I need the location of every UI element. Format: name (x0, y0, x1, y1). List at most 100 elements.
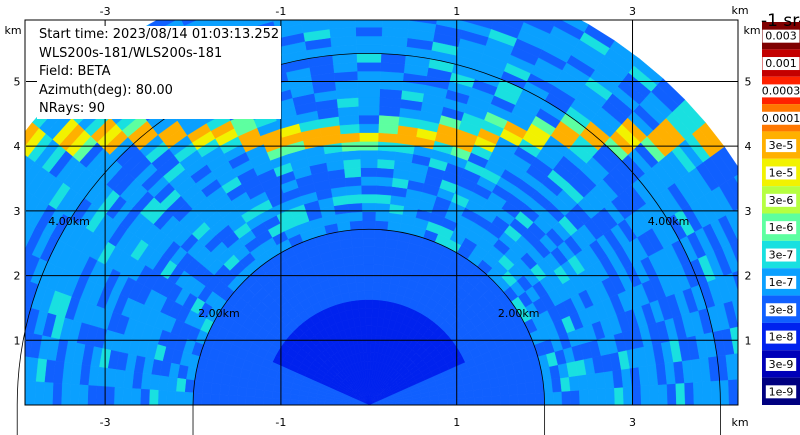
field-cell (640, 385, 651, 405)
azimuth-text: Azimuth(deg): 80.00 (39, 82, 173, 98)
field-cell (243, 20, 247, 21)
field-cell (358, 106, 380, 116)
field-cell (358, 308, 366, 318)
field-cell (255, 381, 266, 391)
colorbar-label: 1e-9 (769, 385, 794, 398)
field-cell (375, 185, 393, 196)
field-cell (227, 394, 238, 405)
field-cell (543, 391, 554, 405)
field-cell (25, 221, 28, 229)
x-tick-label-bottom: 3 (629, 416, 636, 429)
field-cell (25, 127, 46, 158)
colorbar-label: 0.0003 (762, 84, 800, 97)
field-cell (25, 356, 30, 382)
colorbar-label-bg (765, 193, 797, 207)
colorbar-label-bg (765, 303, 797, 317)
field-cell (491, 20, 495, 21)
field-cell (315, 401, 326, 405)
field-cell (207, 0, 238, 14)
field-cell (0, 273, 14, 301)
colorbar-label: 0.003 (765, 30, 797, 43)
field-text: Field: BETA (39, 64, 111, 79)
field-cell (344, 176, 362, 187)
field-cell (1, 354, 12, 380)
field-cell (219, 383, 230, 396)
field-cell (25, 254, 40, 282)
field-cell (360, 167, 378, 177)
field-cell (52, 382, 63, 405)
field-cell (166, 390, 177, 405)
field-cell (540, 20, 557, 27)
x-unit-label-top: km (731, 4, 748, 17)
field-cell (375, 211, 390, 222)
range-ring-label: 4.00km (48, 215, 90, 228)
field-cell (122, 387, 133, 405)
colorbar-label-bg (765, 330, 797, 344)
field-cell (375, 193, 392, 205)
info-panel: Start time: 2023/08/14 01:03:13.252 WLS2… (37, 26, 282, 119)
y-unit-label-left: km (4, 24, 21, 37)
field-cell (370, 334, 377, 345)
field-cell (357, 299, 366, 310)
field-cell (364, 273, 374, 283)
field-cell (471, 0, 502, 4)
colorbar-label: 3e-9 (769, 358, 794, 371)
field-cell (378, 114, 400, 126)
field-cell (363, 246, 375, 256)
field-cell (378, 123, 399, 135)
field-cell (568, 375, 580, 392)
y-tick-label-right: 2 (745, 270, 752, 283)
field-cell (355, 20, 383, 28)
field-cell (34, 381, 45, 405)
field-cell (357, 88, 381, 98)
x-tick-label-top: -3 (100, 5, 111, 18)
field-cell (429, 399, 440, 405)
axes: -3 -3 -1 -1 1 1 3 3 1 1 2 2 3 3 4 4 5 5 km km km km (4, 4, 760, 429)
field-cell (228, 385, 239, 397)
range-ring-label: 2.00km (498, 307, 540, 320)
field-cell (363, 264, 374, 274)
field-cell (508, 394, 519, 405)
colorbar-label: 0.0001 (762, 112, 800, 125)
field-cell (365, 308, 373, 318)
colorbar-label-bg (765, 385, 797, 399)
field-cell (175, 377, 187, 393)
field-cell (25, 122, 40, 147)
field-cell (752, 350, 764, 378)
field-cell (363, 255, 375, 265)
field-cell (379, 97, 402, 108)
colorbar-label-bg (765, 248, 797, 262)
field-cell (507, 383, 519, 396)
field-cell (289, 393, 300, 401)
field-cell (464, 20, 495, 30)
field-cell (87, 385, 98, 405)
field-cell (473, 388, 484, 398)
field-cell (263, 397, 273, 405)
field-cell (525, 381, 536, 395)
field-cell (299, 3, 328, 16)
field-cell (355, 10, 383, 19)
field-cell (340, 132, 360, 143)
field-cell (348, 211, 363, 222)
field-cell (343, 167, 362, 178)
field-cell (502, 0, 534, 6)
field-cell (383, 1, 411, 12)
field-cell (457, 20, 466, 22)
field-cell (60, 383, 71, 405)
field-cell (237, 386, 248, 397)
field-cell (360, 158, 378, 169)
field-cell (560, 376, 571, 392)
field-cell (362, 237, 375, 248)
field-cell (353, 264, 365, 275)
field-cell (346, 193, 362, 205)
field-cell (361, 193, 377, 204)
y-tick-label-left: 1 (14, 334, 21, 347)
field-cell (381, 20, 410, 30)
field-cell (354, 0, 383, 1)
colorbar-label: 3e-8 (769, 303, 794, 316)
field-cell (631, 385, 642, 405)
field-cell (333, 402, 343, 405)
field-cell (561, 20, 589, 33)
field-cell (8, 380, 18, 405)
colorbar-label-bg (765, 221, 797, 235)
